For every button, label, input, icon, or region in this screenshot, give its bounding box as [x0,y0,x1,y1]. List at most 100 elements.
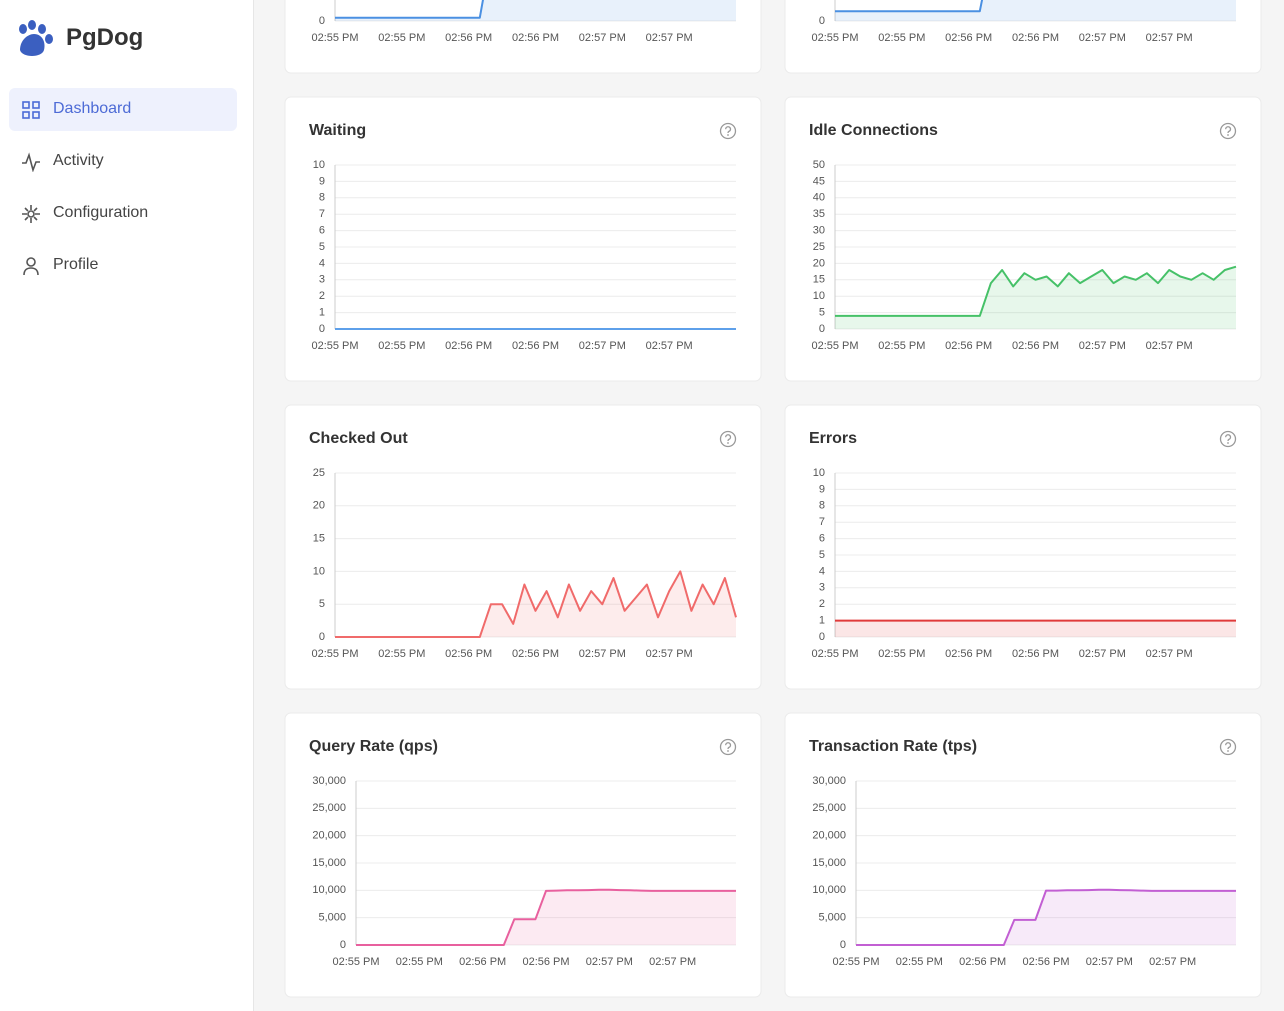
help-icon[interactable] [1219,122,1237,140]
y-tick-label: 25 [813,241,825,253]
x-tick-label: 02:55 PM [396,956,443,968]
y-tick-label: 15,000 [812,857,846,869]
y-tick-label: 10 [313,565,325,577]
card [284,404,762,690]
y-tick-label: 1 [319,307,325,319]
help-icon[interactable] [1219,738,1237,756]
x-tick-label: 02:57 PM [646,648,693,660]
y-tick-label: 10 [813,467,825,479]
x-tick-label: 02:56 PM [1012,32,1059,44]
nav-item[interactable]: Activity [9,140,237,183]
icon [22,205,40,223]
card [784,712,1262,998]
y-tick-label: 0 [340,939,346,951]
y-tick-label: 10,000 [812,884,846,896]
help-mark [725,434,732,442]
x-tick-label: 02:56 PM [945,32,992,44]
x-tick-label: 02:56 PM [445,340,492,352]
y-tick-label: 25,000 [312,802,346,814]
y-tick-label: 0 [319,323,325,335]
x-tick-label: 02:55 PM [811,340,858,352]
x-tick-label: 02:56 PM [512,32,559,44]
x-tick-label: 02:55 PM [332,956,379,968]
icon [22,152,40,172]
y-tick-label: 2 [819,598,825,610]
help-circle [1219,738,1237,756]
y-tick-label: 4 [319,257,325,269]
x-tick-label: 02:56 PM [959,956,1006,968]
x-tick-label: 02:56 PM [945,648,992,660]
y-tick-label: 5 [319,241,325,253]
help-icon[interactable] [1219,430,1237,448]
chart-title: Waiting [309,122,366,139]
line [856,888,1236,946]
line [356,888,736,946]
help-mark [1225,126,1232,134]
help-dot [727,134,729,136]
x-tick-label: 02:55 PM [311,32,358,44]
y-tick-label: 25,000 [812,802,846,814]
help-circle [719,738,737,756]
nav-item[interactable]: Dashboard [9,88,237,131]
brand: PgDog [66,24,144,51]
y-tick-label: 30,000 [812,775,846,787]
help-icon[interactable] [719,122,737,140]
x-tick-label: 02:56 PM [1022,956,1069,968]
area [835,266,1236,329]
y-tick-label: 20 [813,257,825,269]
help-circle [719,430,737,448]
y-tick-label: 40 [813,192,825,204]
card [784,404,1262,690]
x-tick-label: 02:55 PM [896,956,943,968]
nav-label: Configuration [53,204,149,221]
y-tick-label: 0 [319,631,325,643]
help-mark [1225,434,1232,442]
y-tick-label: 20,000 [812,830,846,842]
nav-label: Dashboard [53,100,132,117]
help-mark [1225,742,1232,750]
y-tick-label: 20,000 [312,830,346,842]
x-tick-label: 02:56 PM [445,648,492,660]
y-tick-label: 50 [813,159,825,171]
area [835,620,1236,637]
x-tick-label: 02:57 PM [1079,648,1126,660]
x-tick-label: 02:55 PM [811,648,858,660]
x-tick-label: 02:57 PM [1079,32,1126,44]
y-tick-label: 7 [819,516,825,528]
x-tick-label: 02:55 PM [311,648,358,660]
help-icon[interactable] [719,738,737,756]
y-tick-label: 30,000 [312,775,346,787]
x-tick-label: 02:56 PM [459,956,506,968]
area [335,571,736,637]
area [856,889,1236,945]
x-tick-label: 02:57 PM [1086,956,1133,968]
y-tick-label: 0 [319,15,325,27]
y-tick-label: 7 [319,208,325,220]
y-tick-label: 5 [819,307,825,319]
card [284,712,762,998]
help-icon[interactable] [719,430,737,448]
chart-title: Checked Out [309,430,408,447]
y-tick-label: 0 [819,323,825,335]
y-tick-label: 9 [819,483,825,495]
sidebar: PgDog Dashboard Activity Configuration P… [0,0,254,1011]
nav-label: Profile [53,256,99,273]
nav-item[interactable]: Configuration [9,192,237,235]
help-circle [719,122,737,140]
y-tick-label: 2 [319,290,325,302]
y-tick-label: 15 [813,274,825,286]
x-tick-label: 02:57 PM [579,340,626,352]
y-tick-label: 1 [819,615,825,627]
help-dot [1227,750,1229,752]
y-tick-label: 0 [819,15,825,27]
chart-title: Idle Connections [809,122,938,139]
y-tick-label: 5 [319,598,325,610]
y-tick-label: 8 [819,500,825,512]
x-tick-label: 02:55 PM [378,32,425,44]
x-tick-label: 02:57 PM [579,32,626,44]
nav-item[interactable]: Profile [9,244,237,287]
help-dot [1227,442,1229,444]
y-tick-label: 30 [813,225,825,237]
y-tick-label: 5,000 [818,912,846,924]
